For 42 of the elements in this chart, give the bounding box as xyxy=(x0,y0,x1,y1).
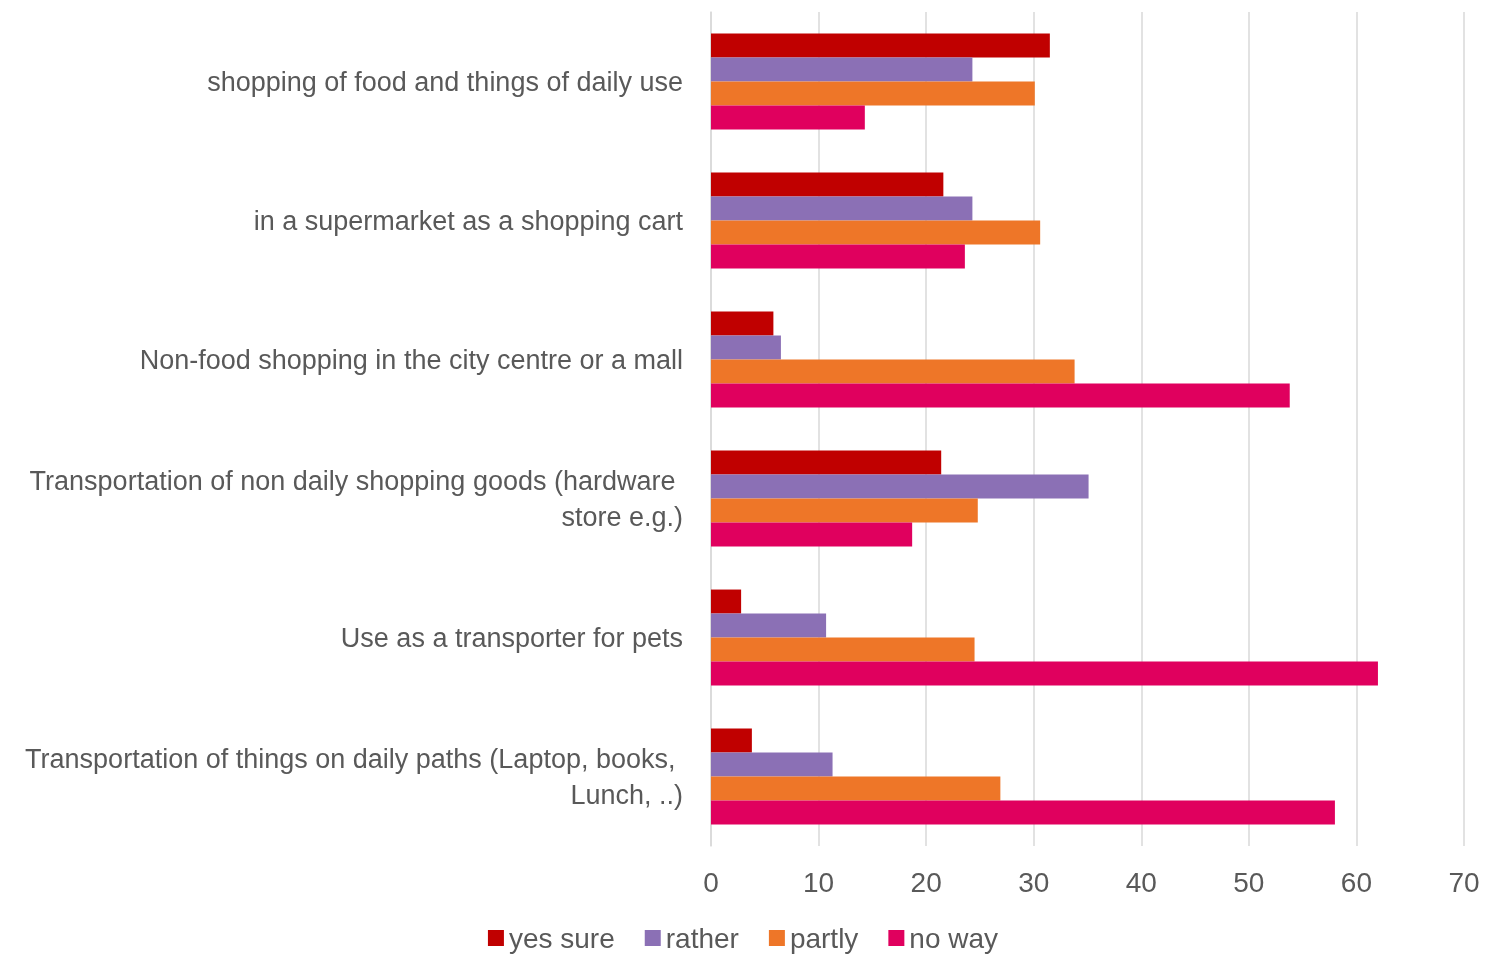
bar xyxy=(711,81,1035,106)
bar xyxy=(711,728,752,753)
x-tick-label: 70 xyxy=(1448,866,1480,898)
bar xyxy=(711,383,1290,408)
x-tick-label: 30 xyxy=(1018,866,1050,898)
bar xyxy=(711,474,1089,499)
x-tick-label: 0 xyxy=(703,866,719,898)
bar xyxy=(711,196,973,221)
bar xyxy=(711,776,1001,801)
bar xyxy=(711,637,975,662)
bar xyxy=(711,359,1075,384)
y-tick-label: Transportation of non daily shopping goods (hardware store e.g.) xyxy=(29,465,683,532)
bar xyxy=(711,33,1050,58)
bar xyxy=(711,105,865,130)
bar xyxy=(711,172,944,197)
x-tick-label: 20 xyxy=(910,866,942,898)
bar xyxy=(711,57,973,82)
bar xyxy=(711,613,827,638)
bar xyxy=(711,589,742,614)
bar xyxy=(711,498,978,523)
bar xyxy=(711,244,965,269)
bar xyxy=(711,661,1378,686)
y-tick-label: Use as a transporter for pets xyxy=(340,622,683,653)
legend-label: yes sure xyxy=(508,922,615,954)
x-tick-label: 10 xyxy=(802,866,835,898)
bar xyxy=(711,311,774,336)
y-tick-label: shopping of food and things of daily use xyxy=(207,66,683,97)
bar xyxy=(711,335,781,360)
y-tick-label: Transportation of things on daily paths (Laptop, books, Lunch, ..) xyxy=(25,743,683,810)
bar xyxy=(711,450,942,475)
legend-label: partly xyxy=(789,922,859,954)
legend-label: rather xyxy=(665,922,739,954)
x-tick-label: 60 xyxy=(1340,866,1373,898)
bar xyxy=(711,752,833,777)
y-tick-label: in a supermarket as a shopping cart xyxy=(253,205,684,236)
bar xyxy=(711,220,1041,245)
x-tick-label: 40 xyxy=(1125,866,1157,898)
y-tick-label: Non-food shopping in the city centre or a mall xyxy=(139,344,683,375)
x-tick-label: 50 xyxy=(1233,866,1265,898)
legend-label: no way xyxy=(909,922,999,954)
bar xyxy=(711,522,913,547)
bar xyxy=(711,800,1335,825)
